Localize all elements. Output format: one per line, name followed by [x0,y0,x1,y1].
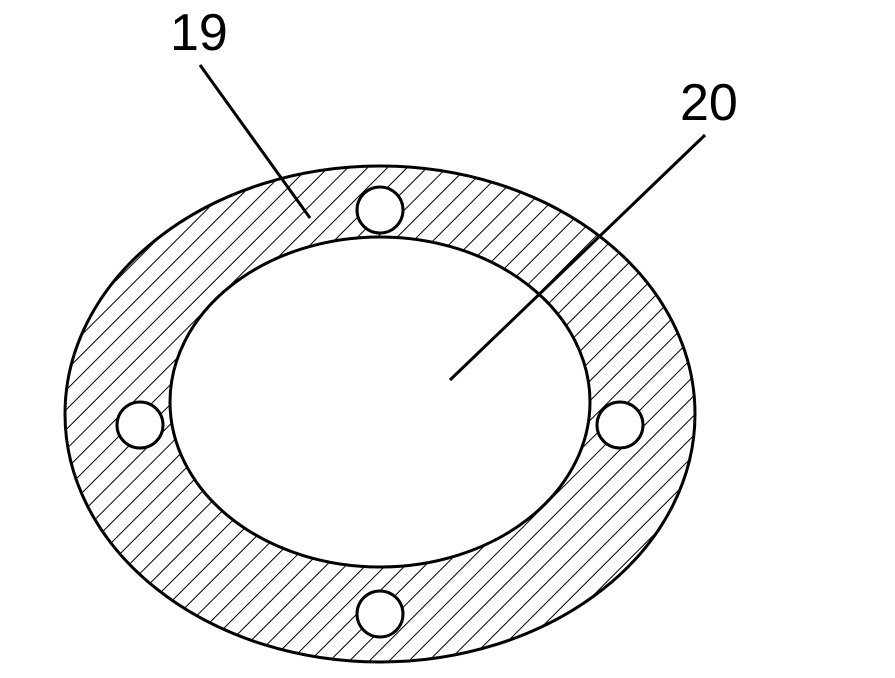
flange-ring [0,0,895,678]
label-19: 19 [170,4,228,62]
bolt-hole-left [117,402,163,448]
bolt-hole-top [357,187,403,233]
ring-hatch-fill [0,0,895,678]
label-20: 20 [680,74,738,132]
bolt-hole-bottom [357,591,403,637]
diagram-canvas: 19 20 [0,0,895,678]
bolt-hole-right [597,402,643,448]
